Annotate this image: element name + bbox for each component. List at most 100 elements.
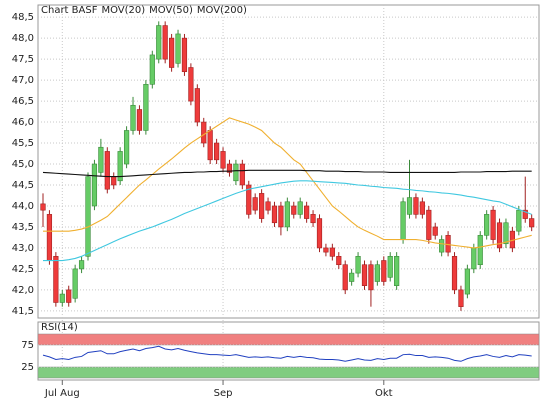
candle-body <box>130 104 136 131</box>
rsi-band <box>37 333 540 346</box>
y-tick-label: 42,5 <box>12 264 34 275</box>
candle-body <box>323 247 329 253</box>
candle-body <box>72 268 78 299</box>
candle-body <box>490 209 496 240</box>
candle-body <box>503 222 509 245</box>
x-tick-label: Okt <box>375 388 393 399</box>
y-tick-label: 41,5 <box>12 306 34 317</box>
candle-body <box>445 235 451 253</box>
candle-body <box>98 146 104 173</box>
y-tick-label: 47,5 <box>12 54 34 65</box>
y-tick-label: 48,5 <box>12 12 34 23</box>
candle-body <box>458 289 464 307</box>
y-tick-label: 46,5 <box>12 96 34 107</box>
candle-body <box>342 264 348 291</box>
candle-body <box>413 197 419 215</box>
candle-body <box>464 268 470 295</box>
y-tick-label: 44,5 <box>12 180 34 191</box>
candle-body <box>46 214 53 261</box>
candle-body <box>220 151 226 169</box>
candle-body <box>349 272 355 282</box>
candle-body <box>484 214 490 236</box>
candle-body <box>111 176 117 186</box>
y-tick-label: 25 <box>21 362 34 373</box>
candle-body <box>59 293 65 303</box>
candle-body <box>117 151 123 182</box>
candle-body <box>529 218 535 228</box>
candle-body <box>181 37 188 73</box>
candle-body <box>123 130 130 165</box>
candle-body <box>91 163 98 207</box>
candle-body <box>194 88 200 123</box>
candle-body <box>419 201 425 215</box>
candle-body <box>66 289 72 303</box>
x-tick-label: Jul Aug <box>44 388 80 399</box>
candle-body <box>297 201 303 215</box>
candle-body <box>406 197 413 215</box>
rsi-band <box>37 366 540 379</box>
candle-body <box>291 205 297 215</box>
candle-body <box>284 201 290 228</box>
candle-body <box>226 163 233 173</box>
candle-body <box>252 197 258 211</box>
candle-body <box>336 256 342 266</box>
y-tick-label: 48,0 <box>12 33 34 44</box>
candle-body <box>175 33 181 64</box>
legend-label: MOV(200) <box>197 5 247 16</box>
y-tick-label: 47,0 <box>12 75 34 86</box>
panel-title: RSI(14) <box>41 322 78 333</box>
candle-body <box>374 264 380 282</box>
candle-body <box>156 25 162 60</box>
y-tick-label: 45,5 <box>12 138 34 149</box>
candle-body <box>496 222 503 249</box>
candle-body <box>471 247 477 270</box>
candle-body <box>432 226 438 236</box>
chart-title: Chart BASF <box>41 5 98 16</box>
legend-label: MOV(50) <box>149 5 193 16</box>
y-tick-label: 43,5 <box>12 222 34 233</box>
candle-body <box>239 163 245 186</box>
candle-body <box>40 203 46 211</box>
y-tick-label: 44,0 <box>12 201 34 212</box>
candle-body <box>329 247 335 257</box>
candle-body <box>143 83 149 131</box>
candle-body <box>214 142 220 161</box>
candle-body <box>149 54 155 85</box>
x-tick-label: Sep <box>214 388 233 399</box>
candle-body <box>451 256 458 291</box>
y-tick-label: 75 <box>21 340 34 351</box>
candle-body <box>265 201 271 211</box>
legend-label: MOV(20) <box>101 5 145 16</box>
candle-body <box>310 214 316 224</box>
candle-body <box>400 201 406 240</box>
main-panel <box>37 4 540 319</box>
candle-body <box>477 235 483 266</box>
candle-body <box>361 264 368 286</box>
y-tick-label: 45,0 <box>12 159 34 170</box>
candle-body <box>278 205 284 228</box>
candle-body <box>188 67 194 102</box>
candle-body <box>259 193 265 219</box>
candle-body <box>201 121 207 144</box>
candle-body <box>53 256 59 303</box>
candle-body <box>246 184 252 215</box>
candle-body <box>162 25 168 60</box>
y-tick-label: 46,0 <box>12 117 34 128</box>
candle-body <box>355 256 361 274</box>
candle-body <box>78 260 85 270</box>
y-tick-label: 42,0 <box>12 285 34 296</box>
candle-body <box>439 239 445 253</box>
candle-body <box>233 163 239 182</box>
candle-body <box>136 109 143 131</box>
candle-body <box>516 209 522 232</box>
candle-body <box>304 205 310 219</box>
moving-average-line <box>43 180 532 262</box>
moving-average-line <box>43 117 532 249</box>
candle-body <box>316 218 323 249</box>
candle-body <box>368 264 374 291</box>
candle-body <box>169 37 175 68</box>
candle-body <box>104 151 110 190</box>
y-tick-label: 43,0 <box>12 243 34 254</box>
candle-body <box>85 176 91 257</box>
